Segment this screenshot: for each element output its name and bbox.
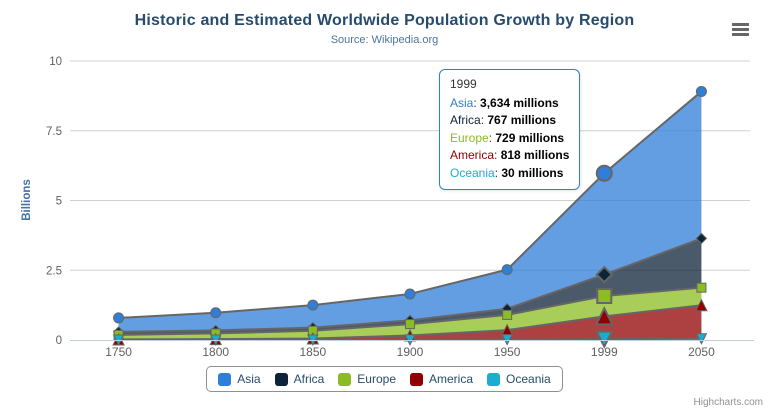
legend-label: Asia (237, 372, 261, 386)
marker-africa-1999[interactable] (595, 265, 614, 284)
hamburger-icon (731, 27, 749, 31)
legend-item-asia[interactable]: Asia (218, 372, 261, 386)
legend-symbol-america (410, 372, 423, 386)
tooltip-series-name: Oceania (450, 165, 495, 180)
marker-america-2050[interactable] (695, 298, 708, 312)
legend-item-america[interactable]: America (410, 372, 473, 386)
tooltip-row-oceania: Oceania: 30 millions (450, 165, 569, 183)
x-axis-label: 2050 (688, 345, 715, 359)
legend-item-europe[interactable]: Europe (338, 372, 396, 386)
marker-asia-1999[interactable] (595, 164, 613, 182)
marker-asia-1850[interactable] (307, 299, 319, 311)
marker-oceania-1950[interactable] (501, 334, 513, 346)
tooltip-row-america: America: 818 millions (450, 147, 569, 165)
tooltip-series-value: 30 millions (501, 165, 564, 180)
tooltip-series-value: 767 millions (487, 113, 557, 127)
marker-asia-1900[interactable] (404, 288, 416, 300)
tooltip-series-name: Africa (450, 113, 481, 127)
x-axis-label: 1999 (591, 345, 618, 359)
marker-africa-2050[interactable] (695, 232, 708, 245)
legend-symbol-oceania (487, 372, 501, 386)
tooltip-series-value: 818 millions (500, 148, 570, 162)
y-axis-label: 7.5 (46, 126, 62, 138)
marker-oceania-1900[interactable] (404, 334, 416, 346)
tooltip-separator: : (480, 113, 488, 127)
x-axis-label: 1800 (202, 345, 229, 359)
legend-wrap: Asia Africa Europe America Oceania (0, 366, 769, 392)
y-axis-label: 10 (49, 56, 62, 68)
area-america[interactable] (118, 305, 702, 340)
tooltip-series-value: 3,634 millions (480, 95, 559, 110)
credits-link[interactable]: Highcharts.com (693, 397, 763, 408)
area-asia[interactable] (118, 91, 702, 332)
marker-asia-1950[interactable] (501, 264, 513, 276)
marker-oceania-2050[interactable] (695, 333, 708, 345)
tooltip: 1999 Asia: 3,634 millions Africa: 767 mil… (439, 69, 581, 190)
x-axis-label: 1750 (105, 345, 132, 359)
marker-oceania-1999[interactable] (595, 330, 614, 349)
tooltip-header: 1999 (450, 77, 477, 91)
tooltip-series-name: America (450, 148, 495, 162)
chart-subtitle: Source: Wikipedia.org (330, 34, 439, 46)
tooltip-separator: : (473, 95, 481, 110)
marker-asia-2050[interactable] (695, 85, 707, 97)
legend-symbol-africa (274, 372, 288, 386)
legend-label: America (429, 372, 474, 386)
chart-title: Historic and Estimated Worldwide Populat… (134, 12, 635, 29)
tooltip-separator: : (494, 165, 502, 180)
legend-symbol-asia (218, 372, 232, 386)
marker-asia-1750[interactable] (113, 312, 125, 324)
legend-label: Oceania (506, 372, 551, 386)
marker-europe-2050[interactable] (696, 282, 707, 293)
marker-europe-1950[interactable] (502, 309, 513, 320)
marker-america-1999[interactable] (594, 306, 614, 326)
tooltip-series-name: Asia (450, 95, 474, 110)
area-africa[interactable] (118, 238, 702, 335)
legend-item-africa[interactable]: Africa (274, 372, 325, 386)
marker-oceania-1750[interactable] (112, 334, 125, 347)
y-axis-label: 5 (56, 196, 62, 208)
marker-oceania-1800[interactable] (209, 334, 222, 347)
hamburger-icon (731, 32, 749, 36)
legend: Asia Africa Europe America Oceania (206, 366, 563, 392)
marker-asia-1800[interactable] (210, 307, 222, 319)
legend-label: Africa (293, 372, 325, 386)
x-axis-label: 1900 (397, 345, 424, 359)
tooltip-series-name: Europe (450, 130, 489, 145)
marker-oceania-1850[interactable] (307, 334, 319, 347)
x-axis-label: 1950 (494, 345, 521, 359)
y-axis-label: 2.5 (46, 265, 62, 277)
tooltip-separator: : (494, 148, 501, 162)
tooltip-separator: : (488, 130, 496, 145)
tooltip-row-africa: Africa: 767 millions (450, 112, 569, 130)
tooltip-row-europe: Europe: 729 millions (450, 130, 569, 148)
legend-item-oceania[interactable]: Oceania (487, 372, 551, 386)
y-axis-title: Billions (21, 179, 33, 221)
export-menu-button[interactable] (729, 19, 751, 39)
marker-europe-1999[interactable] (596, 288, 613, 305)
x-axis-label: 1850 (300, 345, 327, 359)
tooltip-series-value: 729 millions (495, 130, 565, 145)
legend-symbol-europe (338, 372, 352, 386)
legend-label: Europe (357, 372, 396, 386)
y-axis-label: 0 (56, 335, 62, 347)
marker-europe-1900[interactable] (405, 319, 415, 330)
hamburger-icon (731, 22, 749, 26)
tooltip-row-asia: Asia: 3,634 millions (450, 95, 569, 113)
